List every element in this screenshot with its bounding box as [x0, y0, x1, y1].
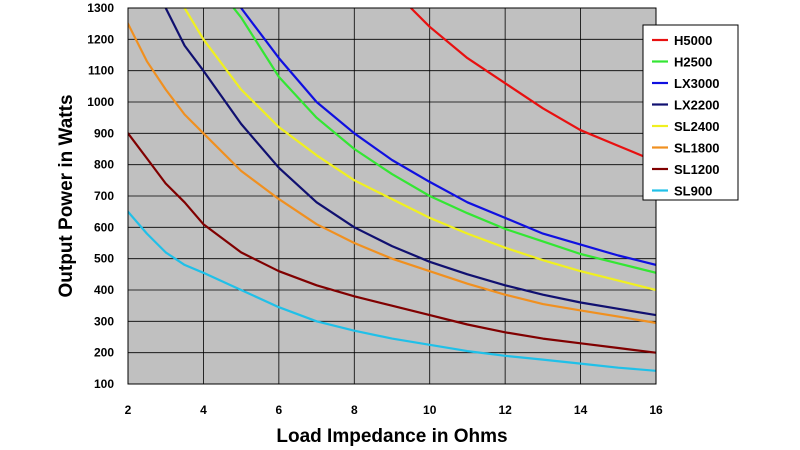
- series-line-sl2400: [183, 8, 656, 292]
- y-tick-label: 500: [94, 252, 114, 266]
- x-axis-title: Load Impedance in Ohms: [276, 426, 507, 447]
- legend-label-sl2400: SL2400: [674, 119, 720, 134]
- series-line-sl1200: [128, 132, 656, 354]
- series-line-lx2200: [164, 8, 656, 317]
- series-line-lx3000: [240, 8, 656, 266]
- y-tick-label: 700: [94, 189, 114, 203]
- series-line-sl900: [128, 210, 656, 372]
- y-tick-label: 600: [94, 220, 114, 234]
- y-tick-label: 900: [94, 126, 114, 140]
- series-line-h5000: [409, 8, 650, 160]
- x-tick-label: 4: [200, 403, 207, 417]
- series-line-sl1800: [128, 22, 656, 324]
- legend-label-sl1800: SL1800: [674, 141, 720, 156]
- x-tick-labels: 2 4 6 8 10 12 14 16: [125, 403, 663, 417]
- y-axis-title: Output Power in Watts: [56, 94, 77, 297]
- x-tick-label: 10: [423, 403, 437, 417]
- x-tick-label: 6: [276, 403, 283, 417]
- y-tick-label: 1300: [87, 1, 114, 15]
- x-tick-label: 16: [649, 403, 663, 417]
- legend-label-sl1200: SL1200: [674, 162, 720, 177]
- legend-label-h5000: H5000: [674, 33, 712, 48]
- y-tick-label: 800: [94, 158, 114, 172]
- y-tick-label: 1100: [88, 64, 114, 78]
- legend-box: [642, 24, 739, 201]
- legend-label-lx3000: LX3000: [674, 76, 720, 91]
- y-tick-label: 1200: [87, 32, 114, 46]
- legend-label-sl900: SL900: [674, 184, 712, 199]
- legend: H5000 H2500 LX3000 LX2200 SL2400 SL1800 SL1200…: [642, 24, 739, 201]
- y-tick-label: 100: [94, 377, 114, 391]
- legend-label-lx2200: LX2200: [674, 98, 720, 113]
- y-tick-label: 400: [94, 283, 114, 297]
- x-tick-label: 8: [351, 403, 358, 417]
- y-tick-label: 300: [94, 314, 114, 328]
- y-tick-label: 200: [94, 346, 114, 360]
- y-tick-labels: 100 200 300 400 500 600 700 800 900 1000 1100 1200 1…: [87, 1, 114, 391]
- x-tick-label: 12: [498, 403, 512, 417]
- x-tick-label: 14: [574, 403, 588, 417]
- legend-label-h2500: H2500: [674, 55, 712, 70]
- x-tick-label: 2: [125, 403, 132, 417]
- y-tick-label: 1000: [87, 95, 114, 109]
- series-lines: [128, 8, 656, 372]
- series-line-h2500: [232, 8, 656, 274]
